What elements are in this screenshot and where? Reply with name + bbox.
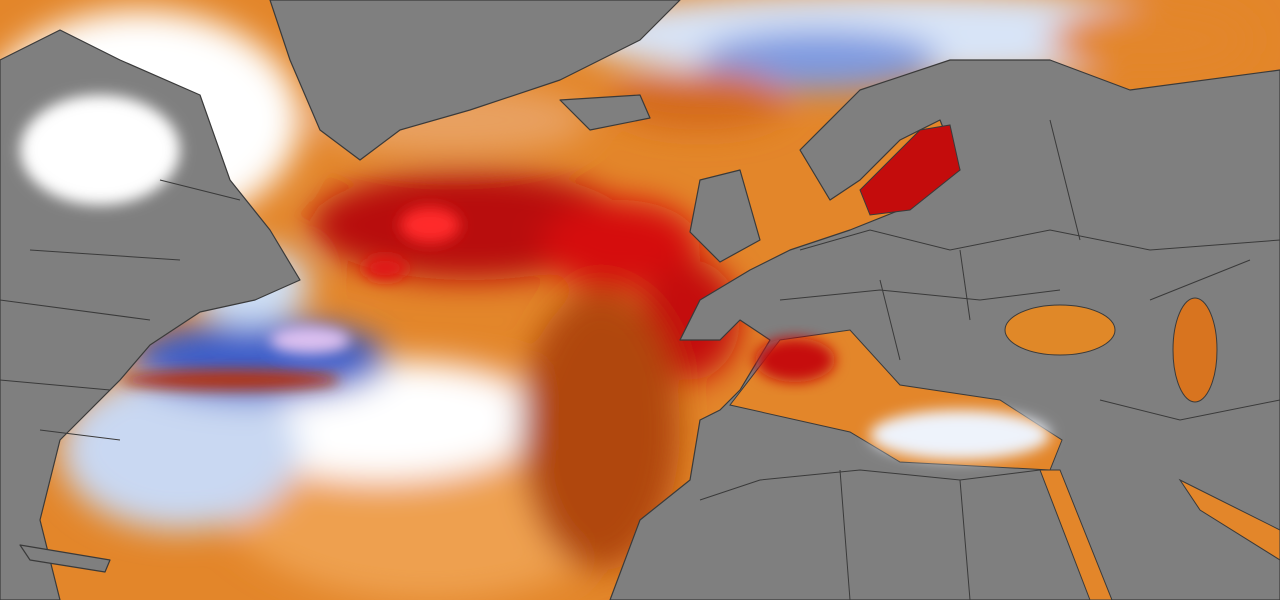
red-sea <box>1039 469 1113 600</box>
west-med-warm <box>755 338 835 382</box>
eurasia-africa <box>609 59 1280 600</box>
persian-gulf <box>1178 478 1280 561</box>
borders <box>0 119 1280 600</box>
caribbean-islands <box>19 544 111 573</box>
iceland <box>559 94 651 131</box>
greenland <box>269 0 681 161</box>
caspian-sea <box>1172 297 1218 403</box>
baltic-sea <box>859 124 961 216</box>
hudson-ice <box>20 95 180 205</box>
east-med-cool <box>870 410 1050 460</box>
inland-seas <box>729 124 1280 600</box>
black-sea <box>1004 304 1116 356</box>
british-isles <box>689 169 761 263</box>
